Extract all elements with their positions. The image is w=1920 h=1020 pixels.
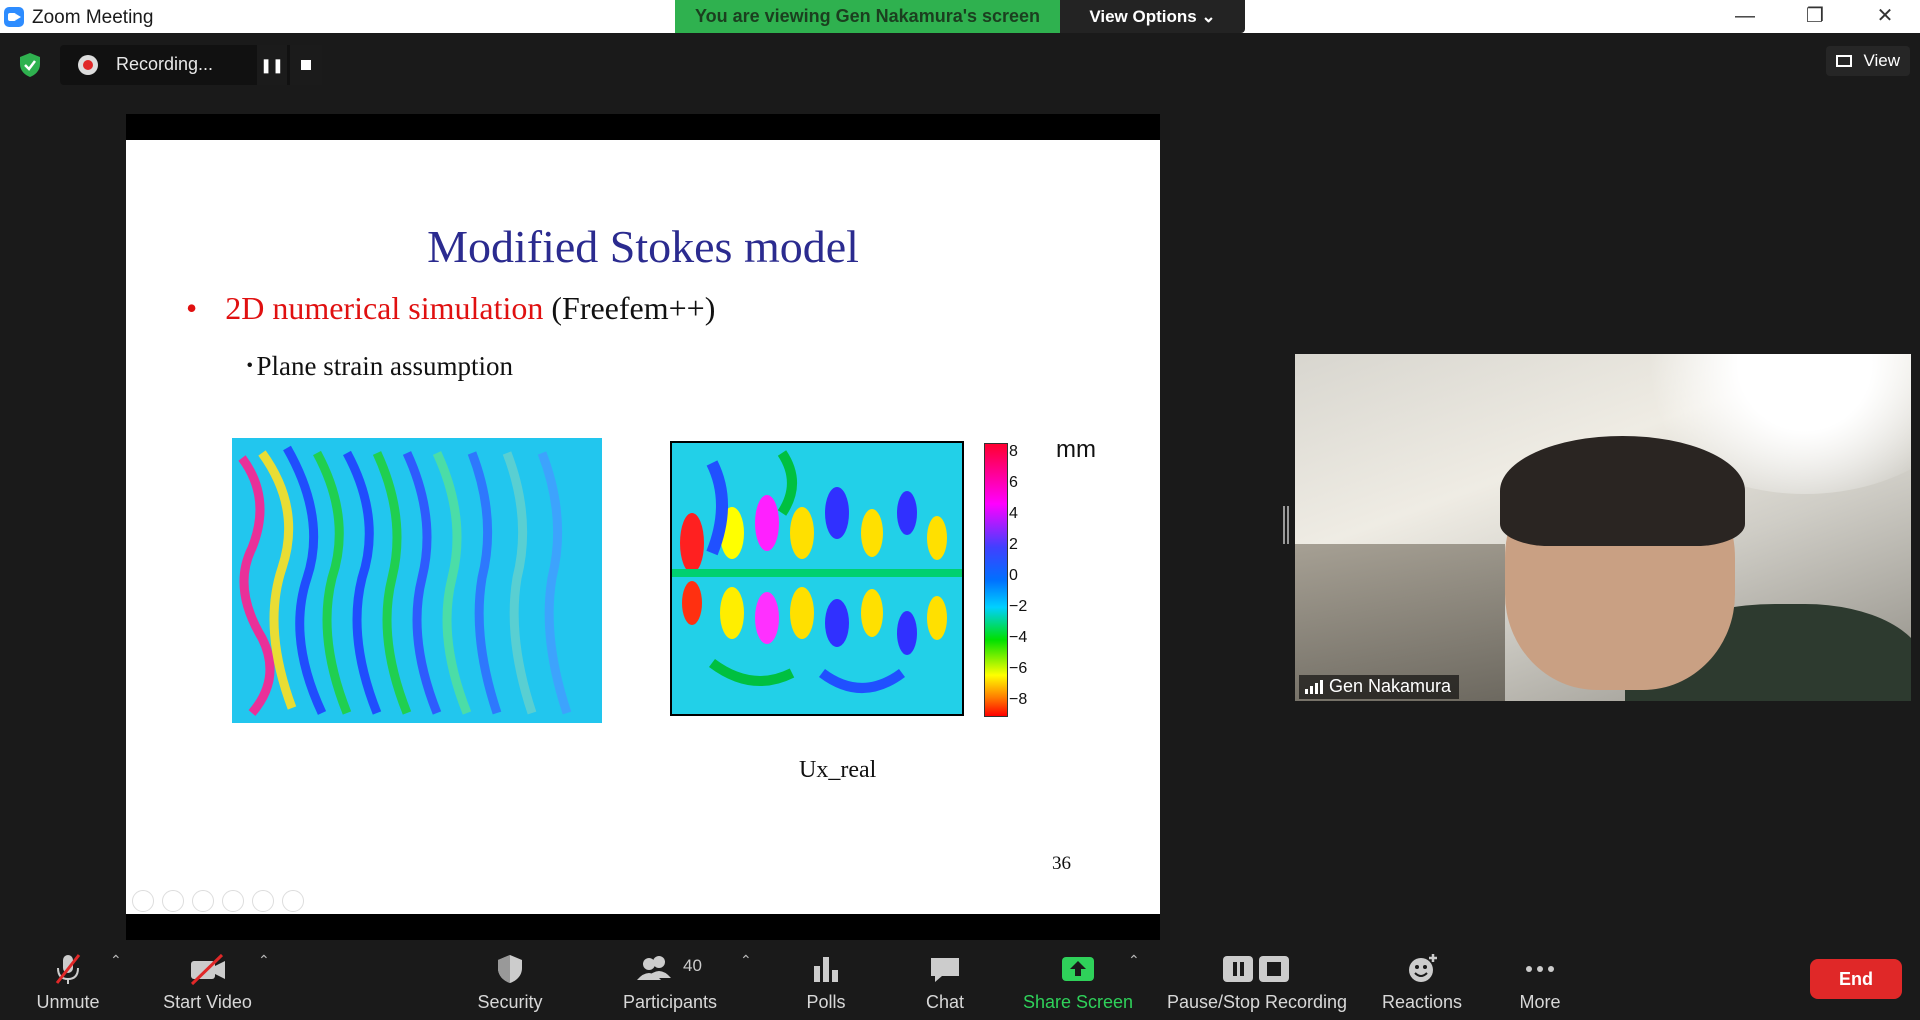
start-video-button[interactable]: Start Video xyxy=(150,940,265,1020)
colorbar-tick: 2 xyxy=(1009,536,1018,553)
chat-icon xyxy=(931,958,959,982)
participants-count: 40 xyxy=(683,956,702,975)
panel-resize-handle[interactable] xyxy=(1283,506,1289,544)
video-options-caret-icon[interactable]: ⌃ xyxy=(258,952,270,968)
reactions-label: Reactions xyxy=(1381,992,1463,1012)
unmute-button[interactable]: Unmute xyxy=(18,940,118,1020)
recording-status: Recording... xyxy=(116,54,214,74)
pause-stop-recording-label: Pause/Stop Recording xyxy=(1166,992,1348,1012)
stop-recording-button[interactable] xyxy=(290,45,322,85)
view-layout-button[interactable]: View xyxy=(1826,46,1910,76)
close-button[interactable]: ✕ xyxy=(1876,5,1894,27)
more-options-icon[interactable] xyxy=(282,890,304,912)
encryption-shield-icon[interactable] xyxy=(18,52,42,78)
simulation-image-ux-real xyxy=(670,441,964,716)
minimize-button[interactable]: — xyxy=(1735,5,1755,27)
pause-stop-recording-button[interactable]: Pause/Stop Recording xyxy=(1160,940,1354,1020)
meeting-toolbar: Unmute ⌃ Start Video ⌃ Security 40 Parti… xyxy=(0,940,1920,1020)
security-button[interactable]: Security xyxy=(465,940,555,1020)
more-button[interactable]: More xyxy=(1500,940,1580,1020)
next-slide-icon[interactable] xyxy=(162,890,184,912)
grid-icon xyxy=(1836,55,1852,67)
signal-strength-icon xyxy=(1305,680,1323,694)
recording-dot-icon xyxy=(78,55,98,75)
zoom-icon[interactable] xyxy=(252,890,274,912)
participants-button[interactable]: 40 Participants xyxy=(612,940,728,1020)
share-screen-arrow-icon xyxy=(1062,957,1094,981)
colorbar-tick: −4 xyxy=(1009,629,1028,646)
more-dots-icon xyxy=(1526,966,1554,972)
end-meeting-button[interactable]: End xyxy=(1810,959,1902,999)
audio-options-caret-icon[interactable]: ⌃ xyxy=(110,952,122,968)
recording-indicator: Recording... ❚❚ xyxy=(60,45,322,85)
pause-stop-recording-icon xyxy=(1223,956,1289,982)
pause-recording-button[interactable]: ❚❚ xyxy=(257,45,287,85)
start-video-label: Start Video xyxy=(163,992,252,1012)
chat-button[interactable]: Chat xyxy=(905,940,985,1020)
colorbar-tick: 6 xyxy=(1009,474,1018,491)
pen-icon[interactable] xyxy=(192,890,214,912)
participant-video[interactable]: Gen Nakamura xyxy=(1295,354,1911,701)
colorbar-tick: 8 xyxy=(1009,443,1018,460)
colorbar-tick: −6 xyxy=(1009,660,1028,677)
image-caption: Ux_real xyxy=(799,757,877,783)
participants-icon: 40 xyxy=(637,956,702,980)
muted-mic-icon xyxy=(55,954,81,984)
view-button-label: View xyxy=(1863,51,1900,70)
background-shelf xyxy=(1295,544,1505,701)
bullet-rest-text: (Freefem++) xyxy=(543,290,716,326)
participant-hair xyxy=(1500,436,1745,546)
slide-bullet-1: • 2D numerical simulation (Freefem++) xyxy=(186,290,715,327)
prev-slide-icon[interactable] xyxy=(132,890,154,912)
colorbar-tick: −8 xyxy=(1009,691,1028,708)
slide-controls xyxy=(132,890,304,912)
colorbar-unit: mm xyxy=(1056,436,1096,463)
restore-button[interactable]: ❐ xyxy=(1806,5,1824,27)
reactions-button[interactable]: Reactions xyxy=(1372,940,1472,1020)
reactions-smiley-icon xyxy=(1409,954,1437,982)
participant-name: Gen Nakamura xyxy=(1329,676,1452,696)
colorbar-tick: 0 xyxy=(1009,567,1018,584)
window-titlebar: Zoom Meeting You are viewing Gen Nakamur… xyxy=(0,0,1920,33)
more-label: More xyxy=(1519,992,1561,1012)
bullet-dot: • xyxy=(186,290,198,326)
security-shield-icon xyxy=(498,955,522,983)
presentation-slide: Modified Stokes model • 2D numerical simu… xyxy=(126,140,1160,914)
window-title: Zoom Meeting xyxy=(32,7,154,28)
participants-label: Participants xyxy=(622,992,718,1012)
viewing-screen-banner: You are viewing Gen Nakamura's screen xyxy=(675,0,1060,33)
colorbar-tick: −2 xyxy=(1009,598,1028,615)
polls-button[interactable]: Polls xyxy=(786,940,866,1020)
simulation-image-left xyxy=(232,438,602,723)
polls-icon xyxy=(814,957,838,982)
unmute-label: Unmute xyxy=(36,992,100,1012)
shared-screen: Modified Stokes model • 2D numerical simu… xyxy=(126,114,1160,940)
security-label: Security xyxy=(477,992,543,1012)
chat-label: Chat xyxy=(925,992,965,1012)
polls-label: Polls xyxy=(806,992,846,1012)
participants-options-caret-icon[interactable]: ⌃ xyxy=(740,952,752,968)
zoom-app-icon xyxy=(4,7,24,27)
share-screen-button[interactable]: Share Screen xyxy=(1022,940,1134,1020)
video-off-icon xyxy=(190,953,225,986)
share-screen-label: Share Screen xyxy=(1022,992,1134,1012)
slide-page-number: 36 xyxy=(1052,853,1071,874)
bullet-red-text: 2D numerical simulation xyxy=(225,290,544,326)
slides-grid-icon[interactable] xyxy=(222,890,244,912)
colorbar xyxy=(984,443,1008,717)
participant-name-tag: Gen Nakamura xyxy=(1299,675,1460,699)
slide-title: Modified Stokes model xyxy=(427,221,859,272)
view-options-button[interactable]: View Options ⌄ xyxy=(1060,0,1245,33)
share-options-caret-icon[interactable]: ⌃ xyxy=(1128,952,1140,968)
colorbar-tick: 4 xyxy=(1009,505,1018,522)
slide-sub-bullet: ･Plane strain assumption xyxy=(243,351,513,381)
